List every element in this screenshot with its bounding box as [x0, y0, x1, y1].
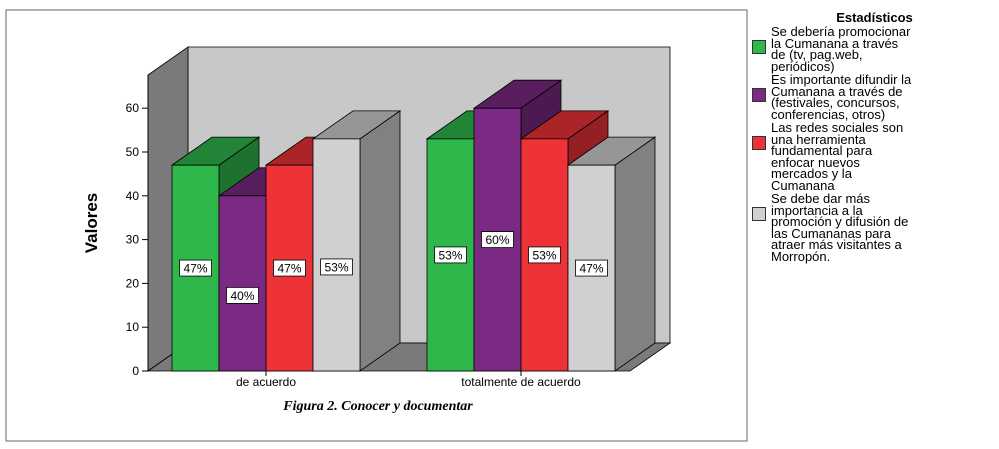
y-tick-label: 50: [126, 145, 140, 159]
legend-swatch: [752, 136, 766, 150]
legend: Estadísticos Se debería promocionar la C…: [752, 10, 997, 264]
legend-item: Las redes sociales son una herramienta f…: [752, 120, 997, 193]
data-label-text: 47%: [579, 262, 603, 276]
y-tick-label: 10: [126, 320, 140, 334]
y-tick-label: 60: [126, 101, 140, 115]
legend-swatch: [752, 40, 766, 54]
data-label: 47%: [575, 259, 608, 277]
data-label-text: 53%: [438, 248, 462, 262]
figure-caption: Figura 2. Conocer y documentar: [282, 399, 473, 414]
data-label: 53%: [434, 246, 467, 264]
data-label-text: 40%: [230, 289, 254, 303]
legend-item: Se debe dar más importancia a la promoci…: [752, 191, 997, 264]
x-tick-label: totalmente de acuerdo: [461, 375, 581, 389]
legend-items: Se debería promocionar la Cumanana a tra…: [752, 24, 997, 264]
data-label: 47%: [273, 259, 306, 277]
data-label-text: 47%: [183, 262, 207, 276]
y-axis-label: Valores: [82, 193, 101, 254]
data-label: 53%: [528, 246, 561, 264]
legend-swatch: [752, 207, 766, 221]
bar-side: [359, 110, 401, 372]
data-label-text: 60%: [485, 233, 509, 247]
bar-front: [312, 138, 361, 372]
data-label-text: 53%: [532, 248, 556, 262]
y-tick-label: 0: [132, 364, 139, 378]
data-label: 60%: [481, 231, 514, 249]
legend-item: Se debería promocionar la Cumanana a tra…: [752, 24, 997, 74]
y-ticks: 0 10 20 30 40 50 60: [126, 101, 148, 378]
legend-label: Las redes sociales son una herramienta f…: [771, 120, 904, 193]
y-tick-label: 20: [126, 276, 140, 290]
data-label: 40%: [226, 286, 259, 304]
data-labels: 47% 40% 47% 53% 53% 60% 53% 47%: [179, 231, 608, 304]
data-label: 47%: [179, 259, 212, 277]
y-tick-label: 30: [126, 233, 140, 247]
bar-front: [218, 195, 267, 372]
y-tick-label: 40: [126, 189, 140, 203]
bar: [566, 136, 657, 372]
legend-swatch: [752, 88, 766, 102]
bar-side: [614, 136, 656, 372]
data-label-text: 47%: [277, 262, 301, 276]
data-label: 53%: [320, 258, 353, 276]
legend-label: Se debería promocionar la Cumanana a tra…: [771, 24, 911, 74]
x-tick-label: de acuerdo: [236, 375, 296, 389]
legend-item: Es importante difundir la Cumanana a tra…: [752, 72, 997, 122]
data-label-text: 53%: [324, 260, 348, 274]
x-ticks: de acuerdo totalmente de acuerdo: [236, 371, 581, 389]
legend-label: Se debe dar más importancia a la promoci…: [771, 191, 909, 264]
legend-title: Estadísticos: [836, 10, 913, 25]
bar: [311, 110, 402, 372]
legend-label: Es importante difundir la Cumanana a tra…: [771, 72, 912, 122]
